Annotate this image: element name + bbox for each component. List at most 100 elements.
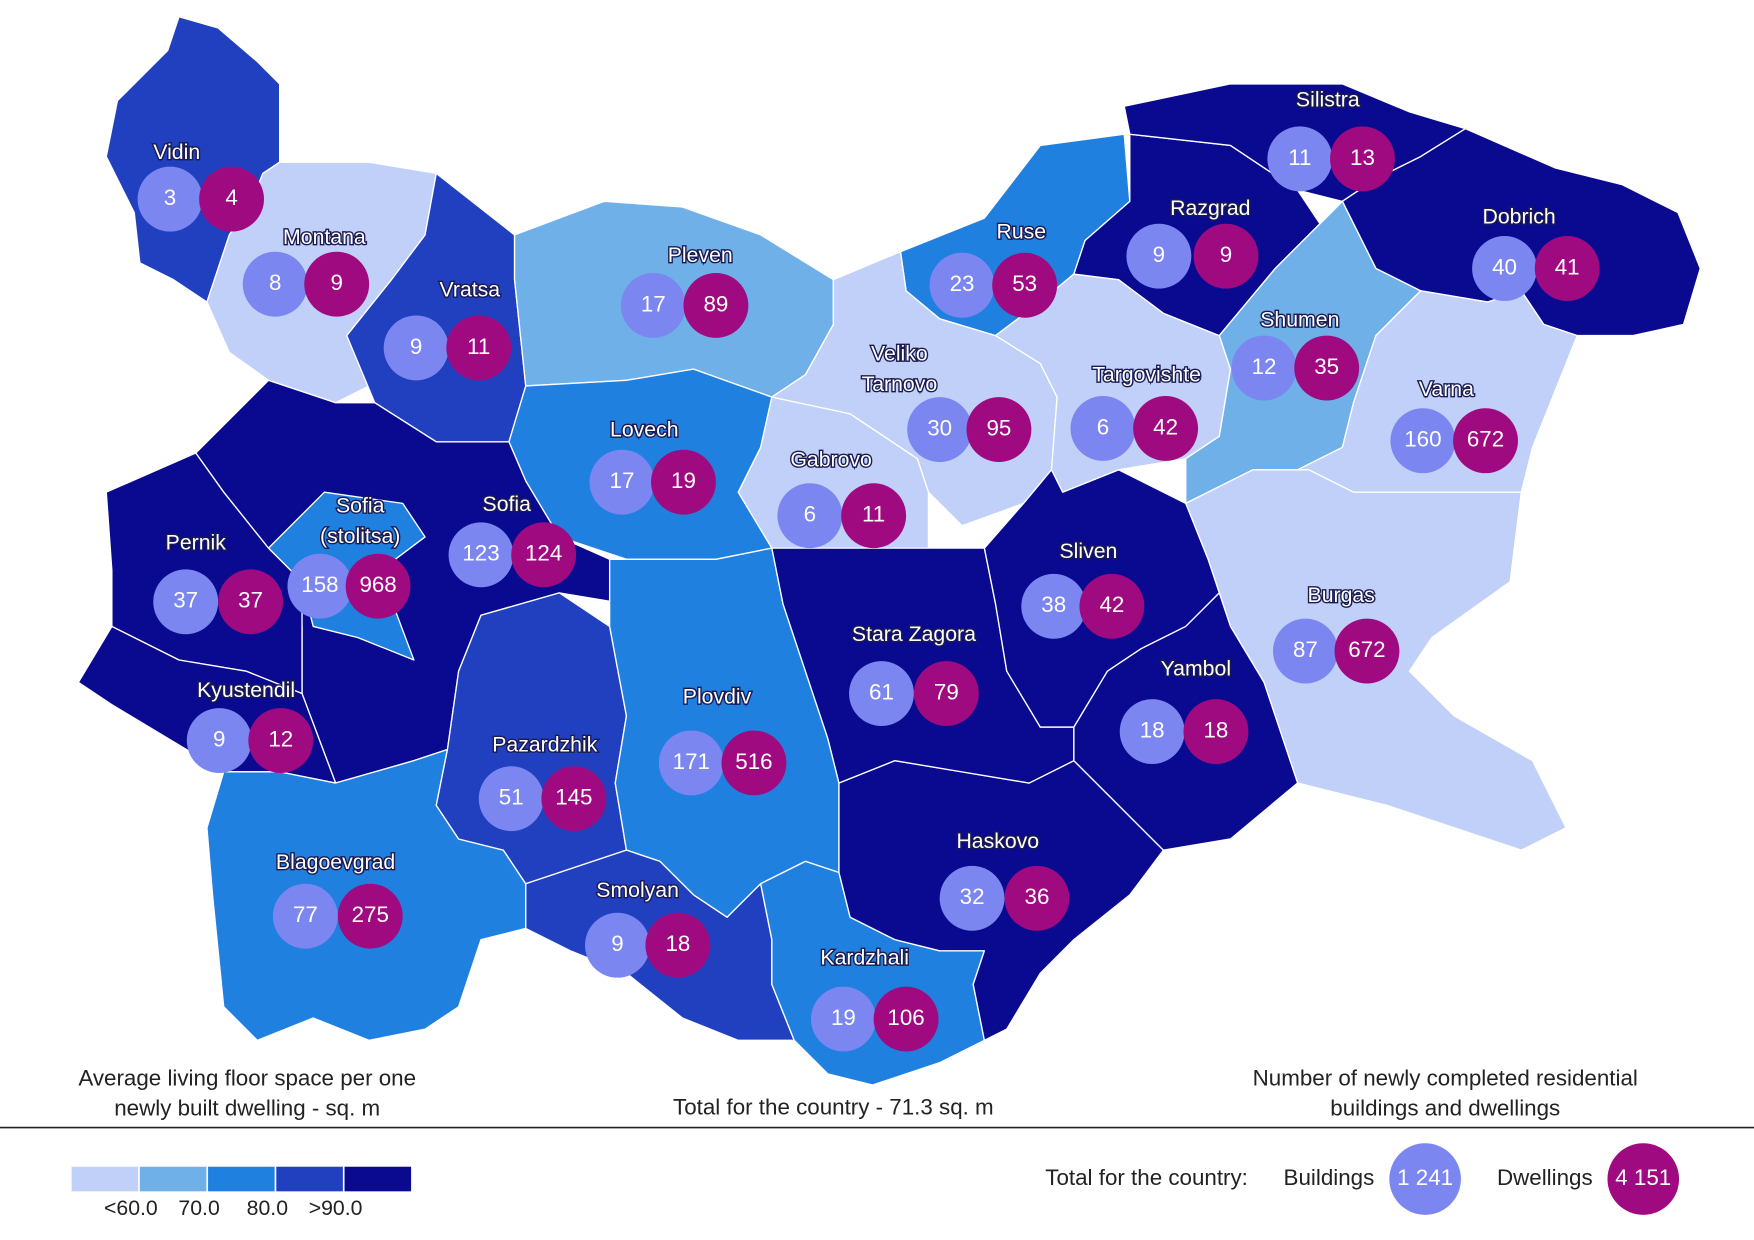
dwellings-value: 35 [1314, 354, 1339, 379]
region-name: Ruse [996, 219, 1046, 243]
dwellings-circle [721, 730, 787, 796]
region-name: Razgrad [1170, 196, 1250, 220]
dwellings-value: 89 [703, 291, 728, 316]
dwellings-circle [1534, 236, 1600, 301]
buildings-value: 3 [164, 185, 176, 210]
dwellings-value: 9 [1220, 242, 1232, 267]
buildings-value: 6 [804, 502, 816, 527]
dwellings-value: 95 [986, 415, 1011, 440]
dwellings-circle [966, 397, 1032, 462]
buildings-value: 51 [499, 785, 524, 810]
buildings-circle [907, 397, 973, 462]
buildings-value: 9 [1153, 242, 1165, 267]
dwellings-value: 19 [671, 468, 696, 493]
country-note: Total for the country - 71.3 sq. m [673, 1094, 994, 1119]
region-name: Varna [1419, 377, 1474, 401]
legend-swatch [71, 1166, 139, 1192]
buildings-circle [448, 522, 514, 588]
dwellings-value: 106 [887, 1005, 924, 1030]
dwellings-circle [1330, 126, 1395, 192]
region-name: Veliko Tarnovo [862, 341, 938, 395]
buildings-circle [777, 483, 843, 549]
buildings-circle [658, 730, 724, 796]
legend-label: >90.0 [309, 1196, 363, 1220]
buildings-value: 160 [1404, 427, 1441, 452]
region-name: Targovishte [1092, 362, 1201, 386]
dwellings-circle [248, 708, 314, 773]
dwellings-value: 124 [525, 541, 562, 566]
buildings-value: 77 [293, 902, 318, 927]
region-name: Stara Zagora [852, 622, 976, 646]
dwellings-circle [683, 272, 749, 338]
region-name: Montana [283, 225, 366, 249]
buildings-value: 38 [1041, 592, 1066, 617]
buildings-circle [1119, 699, 1185, 765]
region-name: Lovech [610, 417, 679, 441]
buildings-circle [153, 569, 219, 635]
dwellings-circle [1004, 865, 1070, 931]
dwellings-circle [992, 252, 1058, 318]
legend-swatch [276, 1166, 343, 1192]
buildings-circle [929, 252, 995, 318]
total-dwellings-circle [1607, 1143, 1680, 1215]
dwellings-circle [1294, 335, 1360, 401]
dwellings-circle [511, 522, 577, 588]
total-buildings: 1 241 [1397, 1165, 1453, 1190]
buildings-value: 158 [301, 572, 338, 597]
buildings-circle [1390, 408, 1456, 474]
buildings-circle [272, 883, 338, 949]
dwellings-value: 9 [330, 270, 342, 295]
buildings-circle [383, 315, 449, 381]
dwellings-value: 79 [934, 679, 959, 704]
legend-swatch [208, 1166, 275, 1192]
buildings-circle [478, 766, 544, 832]
region-name: Pleven [668, 243, 733, 267]
buildings-value: 12 [1252, 354, 1277, 379]
dwellings-circle [841, 483, 907, 549]
dwellings-value: 672 [1348, 637, 1385, 662]
counts-title: Number of newly completed residential bui… [1253, 1065, 1638, 1120]
dwellings-value: 41 [1555, 254, 1580, 279]
buildings-label: Buildings [1284, 1165, 1375, 1190]
total-buildings-circle [1389, 1143, 1461, 1215]
dwellings-value: 18 [1204, 717, 1229, 742]
legend-swatch [139, 1166, 207, 1192]
dwellings-value: 672 [1467, 427, 1504, 452]
region-name: Shumen [1260, 308, 1339, 332]
buildings-circle [186, 708, 252, 773]
dwellings-value: 968 [359, 572, 396, 597]
total-dwellings: 4 151 [1615, 1165, 1671, 1190]
dwellings-circle [345, 553, 411, 619]
buildings-value: 9 [213, 726, 225, 751]
legend-title: Average living floor space per one newly … [78, 1065, 416, 1120]
region-name: Plovdiv [683, 685, 752, 709]
region-name: Vratsa [440, 277, 501, 301]
buildings-circle [1272, 618, 1338, 684]
dwellings-circle [651, 449, 716, 515]
buildings-value: 123 [462, 541, 499, 566]
buildings-value: 17 [641, 291, 666, 316]
dwellings-circle [645, 912, 711, 978]
buildings-circle [242, 251, 308, 317]
buildings-circle [589, 449, 655, 515]
region-name: Sliven [1059, 539, 1117, 563]
dwellings-value: 275 [352, 902, 389, 927]
region-name: Sofia [483, 492, 532, 516]
region-name: Haskovo [956, 829, 1039, 853]
buildings-circle [811, 986, 876, 1052]
dwellings-circle [304, 251, 370, 317]
dwellings-circle [446, 315, 512, 381]
region-name: Vidin [153, 140, 200, 164]
dwellings-value: 11 [862, 502, 885, 527]
buildings-value: 171 [673, 749, 710, 774]
dwellings-value: 42 [1099, 592, 1124, 617]
buildings-circle [1231, 335, 1297, 401]
region-name: Pernik [166, 530, 227, 554]
dwellings-value: 11 [467, 334, 490, 359]
buildings-circle [1070, 395, 1136, 461]
dwellings-circle [1183, 699, 1249, 765]
region-name: Smolyan [596, 878, 679, 902]
buildings-value: 6 [1097, 414, 1109, 439]
